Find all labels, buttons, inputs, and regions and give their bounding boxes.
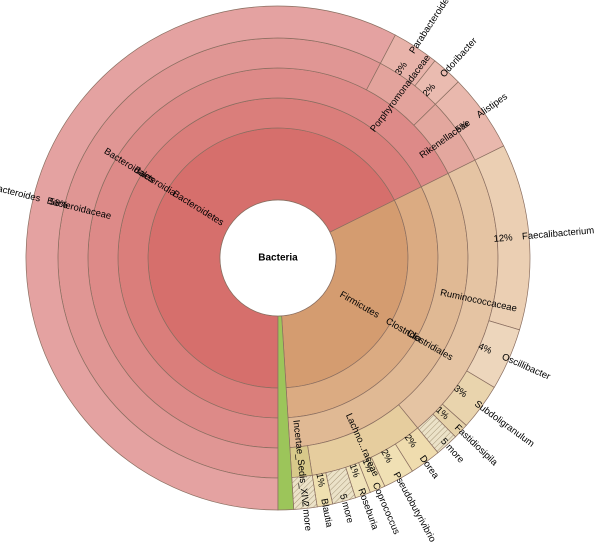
leaf-label: Oscillibacter xyxy=(500,352,552,383)
leaf-label: Parabacteroides xyxy=(407,0,454,56)
value-label: 1% xyxy=(313,472,326,488)
value-label: 58% xyxy=(48,196,70,211)
leaf-wedge xyxy=(25,5,396,511)
leaf-label: Subdoligranulum xyxy=(472,399,536,450)
value-label: 1% xyxy=(360,457,376,474)
leaf-label: 2 more xyxy=(299,501,313,532)
value-label: 4% xyxy=(476,341,494,357)
leaf-label: Alistipes xyxy=(475,91,510,121)
leaf-label: Blautia xyxy=(318,498,334,529)
center-hole xyxy=(219,199,337,317)
leaf-label: Dorea xyxy=(417,453,441,481)
leaf-label: Bacteroides xyxy=(0,182,42,205)
leaf-label: Faecalibacterium xyxy=(522,225,595,242)
leaf-label: Odoribacter xyxy=(438,36,479,80)
value-label: 12% xyxy=(493,232,513,245)
value-label: 1% xyxy=(347,462,362,479)
root-label: Bacteria xyxy=(258,253,298,264)
